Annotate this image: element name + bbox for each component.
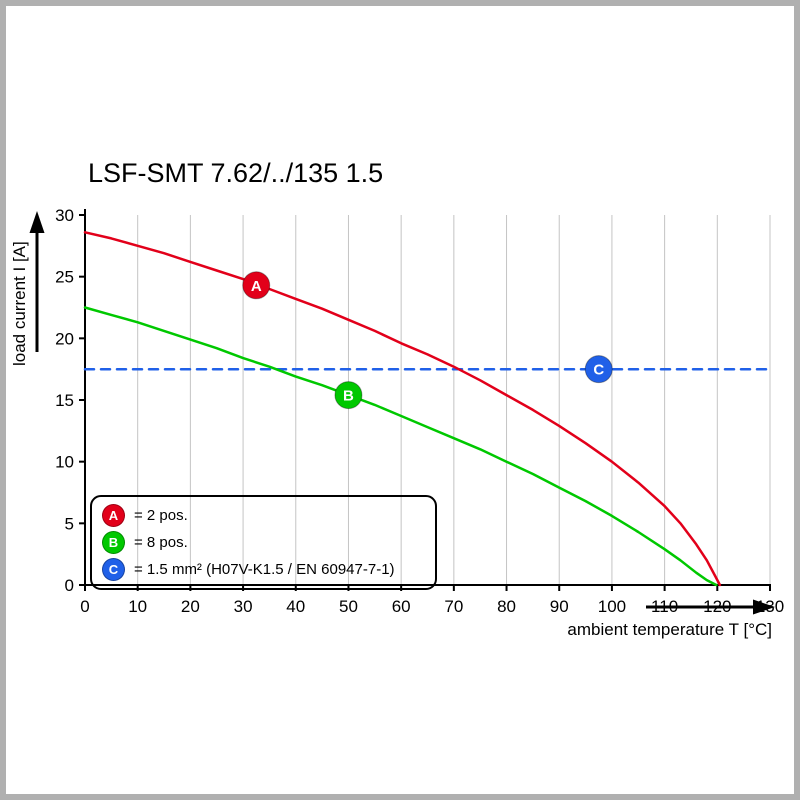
y-tick-label: 0	[65, 576, 74, 595]
marker-letter-b: B	[343, 388, 354, 405]
y-tick-label: 25	[55, 268, 74, 287]
x-tick-label: 20	[181, 597, 200, 616]
marker-letter-c: C	[593, 362, 604, 379]
marker-a	[242, 271, 271, 300]
legend-item-c: C = 1.5 mm² (H07V-K1.5 / EN 60947-7-1)	[102, 556, 425, 583]
x-tick-label: 40	[286, 597, 305, 616]
legend-marker-a: A	[102, 504, 125, 527]
chart-title: LSF-SMT 7.62/../135 1.5	[88, 158, 384, 188]
x-tick-label: 30	[234, 597, 253, 616]
y-tick-label: 30	[55, 206, 74, 225]
x-tick-label: 80	[497, 597, 516, 616]
x-tick-label: 70	[444, 597, 463, 616]
y-tick-label: 20	[55, 329, 74, 348]
x-tick-label: 90	[550, 597, 569, 616]
legend-label-c: = 1.5 mm² (H07V-K1.5 / EN 60947-7-1)	[134, 561, 395, 578]
legend-marker-b: B	[102, 531, 125, 554]
right-arrow-icon	[753, 599, 775, 615]
legend-item-a: A = 2 pos.	[102, 502, 425, 529]
y-axis-label: load current I [A]	[10, 241, 29, 366]
legend-item-b: B = 8 pos.	[102, 529, 425, 556]
legend-marker-c: C	[102, 558, 125, 581]
up-arrow-icon	[29, 211, 45, 233]
curve-A	[83, 231, 722, 587]
marker-letter-a: A	[251, 278, 262, 295]
legend-label-b: = 8 pos.	[134, 534, 188, 551]
x-tick-label: 100	[598, 597, 626, 616]
y-tick-label: 5	[65, 514, 74, 533]
legend: A = 2 pos. B = 8 pos. C = 1.5 mm² (H07V-…	[90, 495, 437, 590]
x-tick-label: 10	[128, 597, 147, 616]
curve-B	[83, 306, 718, 587]
y-tick-label: 10	[55, 453, 74, 472]
x-axis-label: ambient temperature T [°C]	[567, 620, 772, 639]
marker-c	[584, 355, 613, 384]
marker-b	[334, 381, 363, 410]
x-tick-label: 50	[339, 597, 358, 616]
x-tick-label: 0	[80, 597, 89, 616]
y-tick-label: 15	[55, 391, 74, 410]
x-tick-label: 60	[392, 597, 411, 616]
legend-label-a: = 2 pos.	[134, 507, 188, 524]
